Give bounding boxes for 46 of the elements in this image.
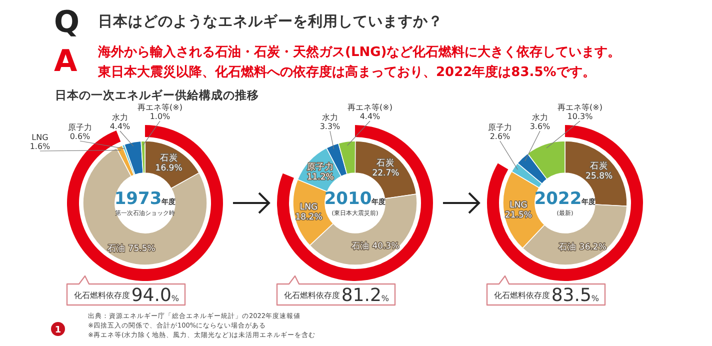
slice-label: 原子力 [68,123,92,132]
slice-label: 石油 36.2% [558,242,606,253]
data-label: 4.4% [110,122,131,131]
data-label: 81.2% [341,285,390,306]
slice-label: 化石燃料依存度 [494,291,550,300]
slice-label: 石油 40.3% [352,240,400,252]
slice-label: 再エネ等(※) [348,103,392,112]
data-label: 1.6% [30,142,51,151]
slice-label: 化石燃料依存度 [74,291,130,300]
data-label: 10.3% [567,112,594,121]
data-label: 25.8% [586,172,613,182]
data-label: 4.4% [360,112,381,121]
slice-label: 再エネ等(※) [558,103,602,112]
slice-label: LNG [300,202,318,213]
slice-label: 水力 [112,113,128,122]
text: 海外から輸入される石油・石炭・天然ガス(LNG)など化石燃料に大きく依存しています。 [97,44,621,60]
text: 東日本大震災以降、化石燃料への依存度は高まっており、2022年度は83.5%です。 [97,64,596,80]
slice-label: 水力 [322,113,338,122]
slice-label: 石炭 [376,157,395,168]
slice-label: 石炭 [590,160,608,172]
slice-label: 原子力 [306,161,334,172]
slice-label: 石油 75.5% [108,243,156,254]
data-label: 94.0% [131,285,180,306]
data-label: 18.2% [295,212,322,223]
data-label: 0.6% [70,132,91,141]
text: A [54,44,78,79]
data-label: 11.2% [306,172,334,182]
slice-label: LNG [510,200,528,211]
data-label: 3.3% [320,122,341,131]
text: Q [54,5,80,40]
slice-label: LNG [32,133,48,142]
data-label: 83.5% [551,285,600,306]
slice-label: 石炭 [160,152,178,164]
text: 1 [54,326,62,336]
data-label: 21.5% [504,210,532,221]
text: 日本はどのようなエネルギーを利用していますか？ [98,13,443,30]
data-label: 22.7% [372,168,400,178]
slice-label: 化石燃料依存度 [284,291,340,300]
data-label: 1.0% [150,112,171,121]
data-label: 2.6% [490,132,511,141]
slice-label: 原子力 [488,123,512,132]
text: 日本の一次エネルギー供給構成の推移 [55,88,259,102]
slice-label: 水力 [532,113,548,122]
data-label: 16.9% [155,163,182,174]
slice-label: 再エネ等(※) [138,103,182,112]
data-label: 3.6% [530,122,551,131]
